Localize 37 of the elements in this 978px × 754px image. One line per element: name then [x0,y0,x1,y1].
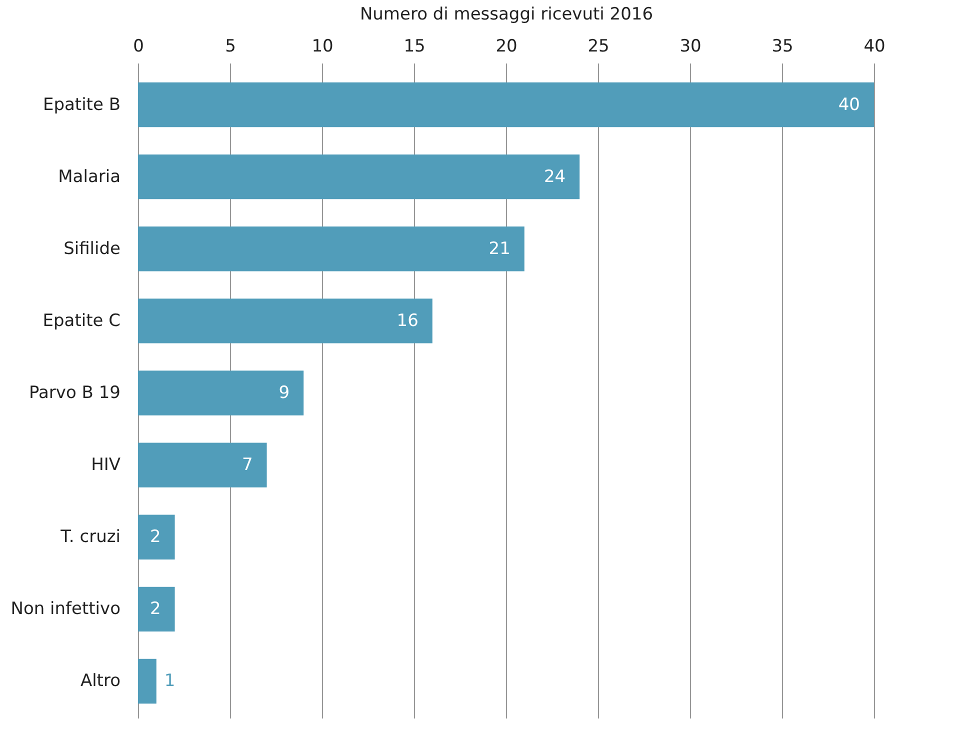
bar [138,370,304,416]
x-axis-title: Numero di messaggi ricevuti 2016 [360,4,654,24]
data-label: 2 [150,527,161,548]
y-tick-label: T. cruzi [60,527,120,548]
y-tick-label: Malaria [58,166,120,187]
bar [138,298,432,344]
bar [138,442,267,488]
y-tick-label: Altro [80,671,120,692]
data-label: 7 [242,455,253,476]
x-tick-label: 40 [864,36,886,56]
data-label: 1 [164,671,176,692]
y-tick-label: HIV [91,455,121,476]
y-tick-label: Sifilide [64,238,120,259]
data-label: 40 [838,94,860,115]
data-label: 2 [150,599,161,620]
x-tick-label: 15 [404,36,426,56]
x-tick-label: 35 [772,36,794,56]
data-label: 24 [544,166,566,187]
bar [138,226,524,272]
x-tick-label: 30 [680,36,702,56]
y-tick-label: Non infettivo [10,599,120,620]
y-tick-label: Epatite B [42,94,120,115]
y-tick-label: Parvo B 19 [29,383,120,403]
bar [138,514,175,560]
y-tick-label: Epatite C [42,310,120,331]
data-label: 21 [488,238,510,259]
x-tick-label: 20 [496,36,518,56]
x-tick-label: 25 [588,36,610,56]
x-tick-label: 0 [133,36,144,56]
data-label: 16 [396,310,418,331]
bar [138,586,175,632]
bar [138,154,580,200]
x-tick-label: 5 [225,36,236,56]
data-label: 9 [278,383,290,403]
bar [138,82,874,128]
x-tick-label: 10 [312,36,334,56]
bar [138,658,156,704]
